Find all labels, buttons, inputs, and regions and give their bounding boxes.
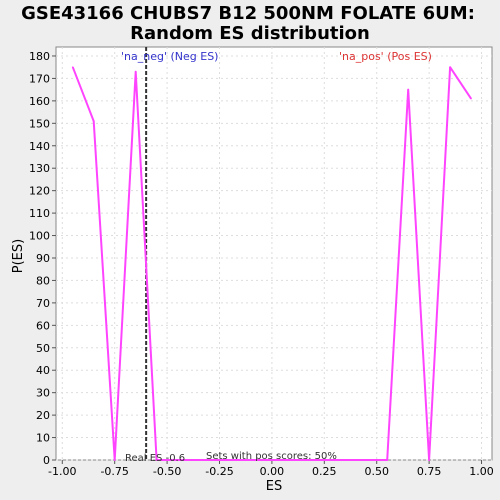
y-tick-label: 20 bbox=[36, 409, 50, 422]
y-tick-label: 0 bbox=[43, 454, 50, 467]
y-tick-label: 180 bbox=[29, 50, 50, 63]
neg-es-label: 'na_neg' (Neg ES) bbox=[121, 50, 218, 63]
y-tick-label: 10 bbox=[36, 432, 50, 445]
y-tick-label: 150 bbox=[29, 117, 50, 130]
y-tick-label: 50 bbox=[36, 342, 50, 355]
plot-area bbox=[55, 46, 493, 461]
data-point bbox=[428, 459, 430, 461]
x-tick-label: 0.25 bbox=[312, 465, 337, 478]
y-tick-label: 90 bbox=[36, 252, 50, 265]
y-tick-label: 80 bbox=[36, 274, 50, 287]
y-tick-label: 40 bbox=[36, 364, 50, 377]
data-point bbox=[113, 459, 116, 461]
series-line bbox=[71, 66, 472, 461]
chart-title-line1: GSE43166 CHUBS7 B12 500NM FOLATE 6UM: bbox=[21, 3, 475, 24]
x-tick-label: -0.75 bbox=[100, 465, 128, 478]
y-tick-label: 110 bbox=[29, 207, 50, 220]
real-es-label: Real ES -0.6 bbox=[125, 453, 185, 464]
y-tick-label: 160 bbox=[29, 95, 50, 108]
series-layer bbox=[71, 66, 472, 461]
y-tick-label: 120 bbox=[29, 185, 50, 198]
y-tick-label: 140 bbox=[29, 140, 50, 153]
y-tick-label: 60 bbox=[36, 319, 50, 332]
y-tick-label: 130 bbox=[29, 162, 50, 175]
data-point bbox=[386, 459, 388, 461]
chart-title-line2: Random ES distribution bbox=[130, 23, 370, 44]
x-tick-label: -0.50 bbox=[153, 465, 181, 478]
x-tick-label: 0.00 bbox=[260, 465, 285, 478]
x-tick-label: 1.00 bbox=[469, 465, 494, 478]
x-tick-label: -1.00 bbox=[48, 465, 76, 478]
axis-ticks: 0 10 20 30 40 50 60 70 80 90 100 110 120 130 140 150 160… bbox=[29, 50, 494, 478]
pos-es-label: 'na_pos' (Pos ES) bbox=[339, 50, 432, 63]
data-point bbox=[470, 97, 472, 100]
y-axis-label: P(ES) bbox=[11, 239, 26, 273]
x-tick-label: 0.50 bbox=[364, 465, 389, 478]
data-point bbox=[134, 70, 137, 73]
data-point bbox=[407, 88, 409, 91]
y-tick-label: 70 bbox=[36, 297, 50, 310]
data-point bbox=[71, 66, 74, 69]
data-point bbox=[176, 459, 179, 461]
data-point bbox=[449, 66, 451, 69]
y-tick-label: 30 bbox=[36, 387, 50, 400]
data-point bbox=[155, 459, 158, 461]
data-point bbox=[365, 459, 368, 461]
x-tick-label: 0.75 bbox=[417, 465, 442, 478]
y-tick-label: 100 bbox=[29, 230, 50, 243]
y-tick-label: 170 bbox=[29, 72, 50, 85]
grid bbox=[56, 47, 492, 461]
data-point bbox=[92, 120, 95, 122]
pos-scores-label: Sets with pos scores: 50% bbox=[206, 451, 337, 462]
x-axis-label: ES bbox=[266, 479, 282, 494]
x-tick-label: -0.25 bbox=[205, 465, 233, 478]
